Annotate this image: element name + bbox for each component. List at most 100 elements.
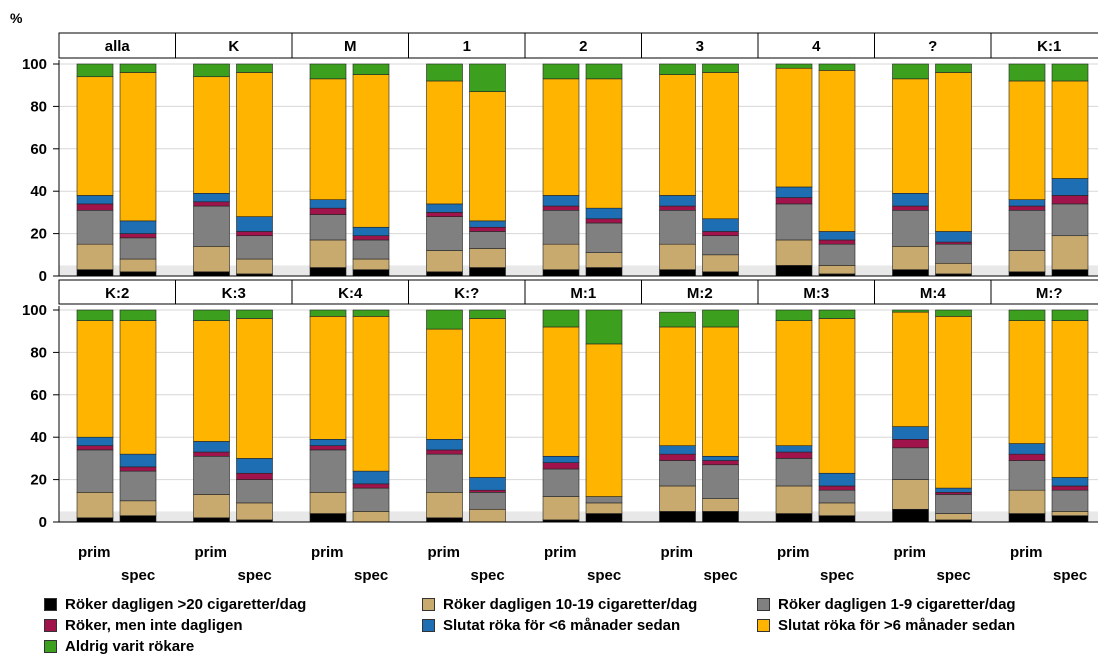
bar-segment-spec [119,453,157,468]
bar-segment-spec [702,498,739,512]
bar-segment-spec [935,494,972,514]
legend-label: Röker dagligen 10-19 cigaretter/dag [443,596,698,613]
bar-segment-spec [1051,235,1089,270]
panel-title: 1 [463,38,471,55]
y-tick-label: 100 [22,302,47,319]
bar-segment-prim [892,269,929,277]
bar-segment-spec [119,237,157,260]
bar-label-prim: prim [78,544,111,561]
bar-segment-prim [659,205,696,211]
bar-segment-prim [76,309,114,321]
bar-segment-spec [352,258,390,270]
bar-segment-prim [1008,309,1046,321]
bar-segment-prim [1008,460,1046,491]
bar-segment-prim [426,449,463,455]
bar-segment-spec [702,464,739,499]
bar-segment-spec [702,326,739,457]
bar-segment-prim [892,311,929,427]
bar-segment-prim [892,78,929,194]
panel-title: M:1 [570,285,596,302]
bar-segment-prim [76,195,114,205]
bar-segment-spec [818,70,856,232]
y-tick-label: 60 [30,387,47,404]
legend-item: Röker dagligen 1-9 cigaretter/dag [757,596,1016,613]
bar-segment-prim [775,239,813,266]
bar-segment-prim [659,326,696,446]
bar-segment-spec [818,489,856,504]
bar-segment-prim [892,63,929,80]
bar-segment-spec [1051,203,1089,237]
bar-segment-prim [76,269,114,277]
bar-segment-prim [542,462,580,470]
legend-swatch [422,598,435,611]
bar-segment-prim [775,63,813,69]
bar-segment-prim [775,485,813,514]
bar-segment-prim [309,78,347,200]
bar-label-prim: prim [777,544,810,561]
bar-segment-prim [892,205,929,211]
bar-segment-prim [76,320,114,438]
bar-segment-prim [309,316,347,440]
bar-segment-prim [1008,320,1046,444]
bar-segment-spec [469,309,506,319]
bar-segment-prim [542,326,580,457]
bar-segment-prim [309,445,347,451]
bar-segment-spec [236,231,273,237]
bar-label-prim: prim [544,544,577,561]
bar-segment-prim [193,193,230,203]
panel-header [58,32,176,59]
panel-title: K:? [454,285,479,302]
bar-segment-spec [702,235,739,256]
bar-segment-prim [76,203,114,211]
bar-segment-prim [542,269,580,277]
bar-segment-prim [1008,63,1046,82]
bar-segment-spec [702,460,739,466]
bar-segment-spec [935,241,972,245]
bar-segment-spec [585,78,623,209]
panel-header [990,32,1098,59]
bar-label-prim: prim [894,544,927,561]
bar-segment-spec [935,487,972,493]
bar-segment-prim [193,205,230,247]
bar-segment-prim [193,271,230,277]
bar-segment-prim [1008,271,1046,277]
y-tick-label: 40 [30,183,47,200]
panel-title: M:2 [687,285,713,302]
legend-item: Röker, men inte dagligen [44,617,243,634]
bar-segment-spec [119,320,157,455]
bar-segment-spec [1051,269,1089,277]
bar-segment-prim [76,436,114,446]
bar-label-prim: prim [661,544,694,561]
bar-segment-spec [469,248,506,268]
bar-segment-prim [193,309,230,321]
legend-swatch [44,619,57,632]
bar-segment-prim [426,63,463,82]
y-unit-label: % [10,10,23,26]
legend-label: Röker dagligen >20 cigaretter/dag [65,596,307,613]
bar-segment-spec [469,318,506,478]
bar-segment-spec [585,502,623,514]
y-tick-label: 20 [30,226,47,243]
bar-segment-spec [469,231,506,249]
bar-segment-spec [469,492,506,510]
y-tick-label: 0 [39,268,47,285]
bar-segment-spec [236,72,273,217]
bar-segment-spec [469,477,506,491]
bar-segment-prim [659,311,696,328]
bar-segment-spec [236,479,273,504]
bar-segment-prim [542,243,580,270]
panel-header [990,279,1098,305]
bar-segment-spec [1051,309,1089,321]
bar-segment-spec [818,318,856,474]
bar-segment-prim [426,212,463,217]
bar-label-spec: spec [704,567,738,584]
bar-segment-spec [702,511,739,523]
bar-segment-spec [935,72,972,232]
bar-segment-prim [775,197,813,205]
bar-segment-prim [426,203,463,213]
panel-header [524,32,642,59]
legend-item: Röker dagligen >20 cigaretter/dag [44,596,306,613]
bar-segment-spec [935,309,972,317]
bar-segment-prim [1008,209,1046,251]
bar-segment-prim [309,513,347,523]
